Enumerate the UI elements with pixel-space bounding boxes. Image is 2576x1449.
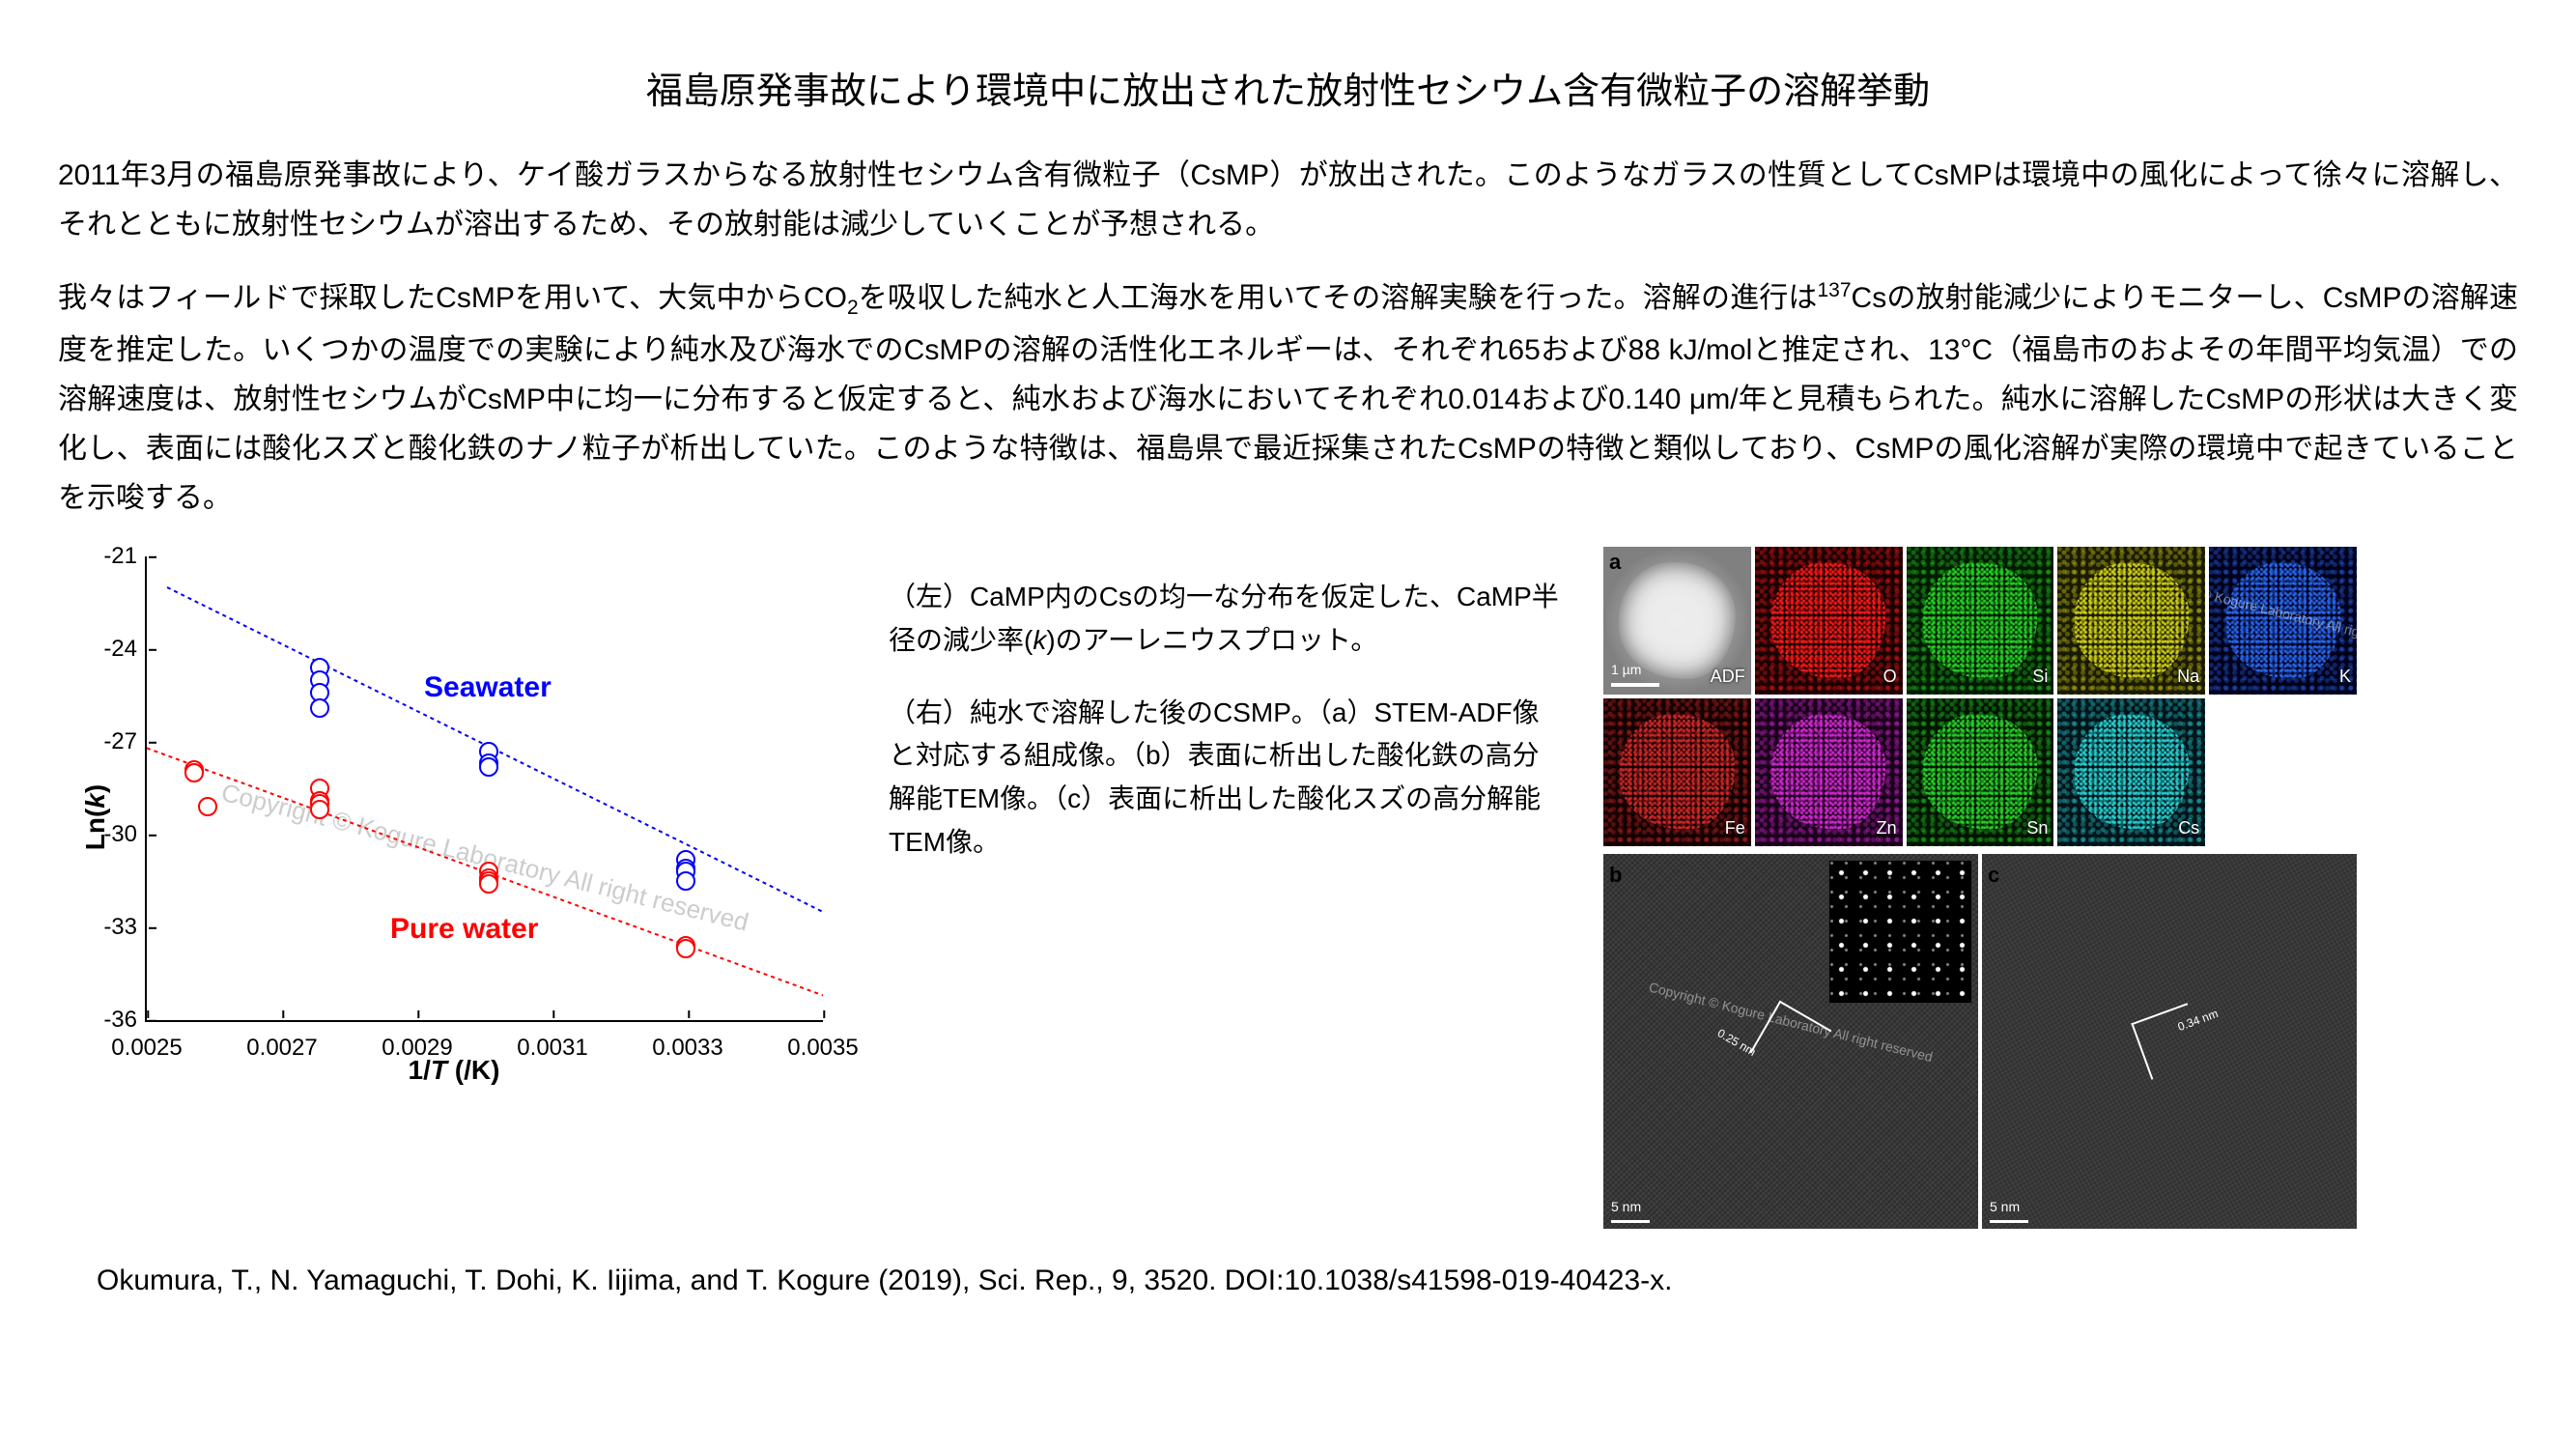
series-label: Seawater	[424, 665, 552, 711]
element-map-k: KCopyright © Kogure Laboratory All right…	[2209, 547, 2357, 695]
tem-c-scalebar: 5 nm	[1990, 1196, 2028, 1222]
figure-captions: （左）CaMP内のCsの均一な分布を仮定した、CaMP半径の減少率(k)のアーレ…	[889, 547, 1565, 894]
caption-left: （左）CaMP内のCsの均一な分布を仮定した、CaMP半径の減少率(k)のアーレ…	[889, 576, 1565, 663]
data-point	[676, 871, 695, 891]
element-map-o: O	[1755, 547, 1903, 695]
x-tick: 0.0035	[787, 1020, 858, 1066]
element-map-zn: Zn	[1755, 698, 1903, 846]
diffraction-inset	[1828, 860, 1972, 1004]
map-label: Fe	[1725, 814, 1745, 842]
plot-area: Copyright © Kogure Laboratory All right …	[145, 556, 823, 1022]
element-map-fe: Fe	[1603, 698, 1751, 846]
body-p2-b: を吸収した純水と人工海水を用いてその溶解実験を行った。溶解の進行は	[859, 282, 1818, 314]
x-tick: 0.0025	[111, 1020, 182, 1066]
map-label: Cs	[2178, 814, 2199, 842]
data-point	[479, 874, 498, 894]
y-tick: -30	[103, 816, 147, 853]
element-map-si: Si	[1907, 547, 2054, 695]
y-tick: -27	[103, 724, 147, 760]
series-label: Pure water	[390, 906, 538, 952]
cs137-superscript: 137	[1818, 279, 1852, 301]
element-map-na: Na	[2057, 547, 2205, 695]
panel-tag-a: a	[1609, 545, 1621, 579]
citation: Okumura, T., N. Yamaguchi, T. Dohi, K. I…	[58, 1258, 2518, 1304]
tem-image-b: b Copyright © Kogure Laboratory All righ…	[1603, 854, 1978, 1229]
abstract-paragraph-1: 2011年3月の福島原発事故により、ケイ酸ガラスからなる放射性セシウム含有微粒子…	[58, 151, 2518, 249]
adf-scalebar: 1 µm	[1611, 659, 1659, 686]
data-point	[184, 763, 204, 782]
data-point	[479, 757, 498, 777]
caption-right: （右）純水で溶解した後のCSMP。（a）STEM-ADF像と対応する組成像。（b…	[889, 692, 1565, 865]
panel-tag-c: c	[1988, 858, 1999, 892]
map-label: K	[2339, 663, 2351, 691]
body-p2-a: 我々はフィールドで採取したCsMPを用いて、大気中からCO	[58, 282, 847, 314]
arrhenius-chart: Ln(k) Copyright © Kogure Laboratory All …	[58, 547, 850, 1088]
x-tick: 0.0031	[517, 1020, 587, 1066]
x-tick: 0.0027	[246, 1020, 317, 1066]
map-label: Sn	[2026, 814, 2048, 842]
body-p2-c: Csの放射能減少によりモニターし、CsMPの溶解速度を推定した。いくつかの温度で…	[58, 282, 2518, 514]
arrhenius-chart-container: Ln(k) Copyright © Kogure Laboratory All …	[58, 547, 850, 1088]
panel-tag-b: b	[1609, 858, 1622, 892]
x-tick: 0.0033	[652, 1020, 722, 1066]
y-tick: -33	[103, 909, 147, 946]
data-point	[198, 797, 217, 816]
page-title: 福島原発事故により環境中に放出された放射性セシウム含有微粒子の溶解挙動	[58, 63, 2518, 122]
map-label: Na	[2177, 663, 2199, 691]
map-label: ADF	[1711, 663, 1745, 691]
y-tick: -21	[103, 538, 147, 575]
b-spacing-label: 0.25 nm	[1713, 1024, 1759, 1061]
tem-row: b Copyright © Kogure Laboratory All righ…	[1603, 854, 2357, 1229]
y-tick: -24	[103, 631, 147, 668]
co2-subscript: 2	[847, 297, 859, 319]
element-map-grid: ADF 1 µm O Si Na KCopyright © Kogure Laborato…	[1603, 547, 2357, 846]
map-label: Zn	[1877, 814, 1897, 842]
figures-row: Ln(k) Copyright © Kogure Laboratory All …	[58, 547, 2518, 1229]
element-map-sn: Sn	[1907, 698, 2054, 846]
data-point	[310, 800, 329, 819]
element-map-adf: ADF 1 µm	[1603, 547, 1751, 695]
tem-image-c: c 0.34 nm 5 nm	[1982, 854, 2357, 1229]
x-axis-label: 1/T (/K)	[409, 1049, 500, 1093]
map-label: O	[1883, 663, 1897, 691]
data-point	[676, 939, 695, 958]
tem-b-scalebar: 5 nm	[1611, 1196, 1650, 1222]
map-label: Si	[2032, 663, 2048, 691]
element-map-cs: Cs	[2057, 698, 2205, 846]
stem-tem-panel: a ADF 1 µm O Si Na KCopyright © Kogure Labora…	[1603, 547, 2518, 1229]
data-point	[310, 698, 329, 718]
abstract-paragraph-2: 我々はフィールドで採取したCsMPを用いて、大気中からCO2を吸収した純水と人工…	[58, 273, 2518, 523]
